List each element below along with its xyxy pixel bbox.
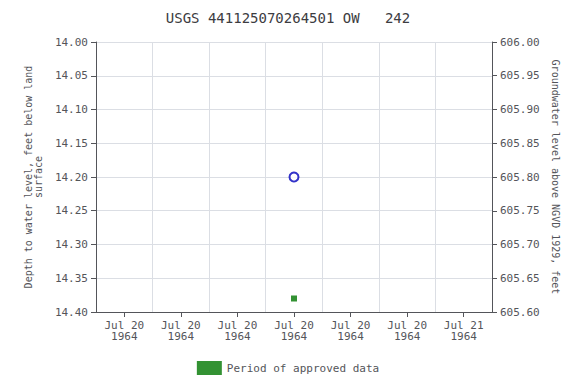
svg-text:605.85: 605.85 — [500, 137, 540, 150]
svg-text:1964: 1964 — [450, 330, 477, 343]
svg-text:1964: 1964 — [337, 330, 364, 343]
svg-text:605.75: 605.75 — [500, 204, 540, 217]
svg-text:605.80: 605.80 — [500, 171, 540, 184]
svg-text:1964: 1964 — [281, 330, 308, 343]
svg-text:1964: 1964 — [168, 330, 195, 343]
svg-text:USGS 441125070264501 OW 242: USGS 441125070264501 OW 242 — [166, 10, 410, 26]
svg-text:14.00: 14.00 — [55, 36, 88, 49]
svg-text:Depth to water level, feet bel: Depth to water level, feet below land — [23, 65, 35, 289]
svg-text:Groundwater level above NGVD 1: Groundwater level above NGVD 1929, feet — [550, 60, 561, 295]
svg-text:Jul 20: Jul 20 — [104, 319, 145, 332]
svg-text:Jul 20: Jul 20 — [217, 319, 258, 332]
svg-text:14.40: 14.40 — [55, 306, 88, 319]
svg-text:606.00: 606.00 — [500, 36, 540, 49]
svg-text:605.65: 605.65 — [500, 272, 540, 285]
svg-text:605.95: 605.95 — [500, 69, 540, 82]
svg-text:1964: 1964 — [394, 330, 421, 343]
svg-text:14.20: 14.20 — [55, 171, 88, 184]
svg-text:Jul 20: Jul 20 — [161, 319, 201, 332]
svg-text:Jul 20: Jul 20 — [274, 319, 314, 332]
svg-text:605.60: 605.60 — [500, 306, 540, 319]
svg-text:14.35: 14.35 — [55, 272, 88, 285]
svg-text:Jul 21: Jul 21 — [443, 319, 484, 332]
svg-text:1964: 1964 — [224, 330, 251, 343]
svg-text:14.15: 14.15 — [55, 137, 88, 150]
svg-text:14.05: 14.05 — [55, 69, 88, 82]
svg-text:Jul 20: Jul 20 — [330, 319, 371, 332]
svg-text:14.30: 14.30 — [55, 238, 88, 251]
svg-text:Jul 20: Jul 20 — [387, 319, 427, 332]
svg-text:surface: surface — [33, 156, 44, 198]
svg-text:605.90: 605.90 — [500, 103, 540, 116]
svg-text:14.25: 14.25 — [55, 204, 88, 217]
svg-text:14.10: 14.10 — [55, 103, 88, 116]
svg-text:605.70: 605.70 — [500, 238, 540, 251]
svg-text:1964: 1964 — [111, 330, 138, 343]
svg-text:Period of approved data: Period of approved data — [227, 362, 379, 375]
